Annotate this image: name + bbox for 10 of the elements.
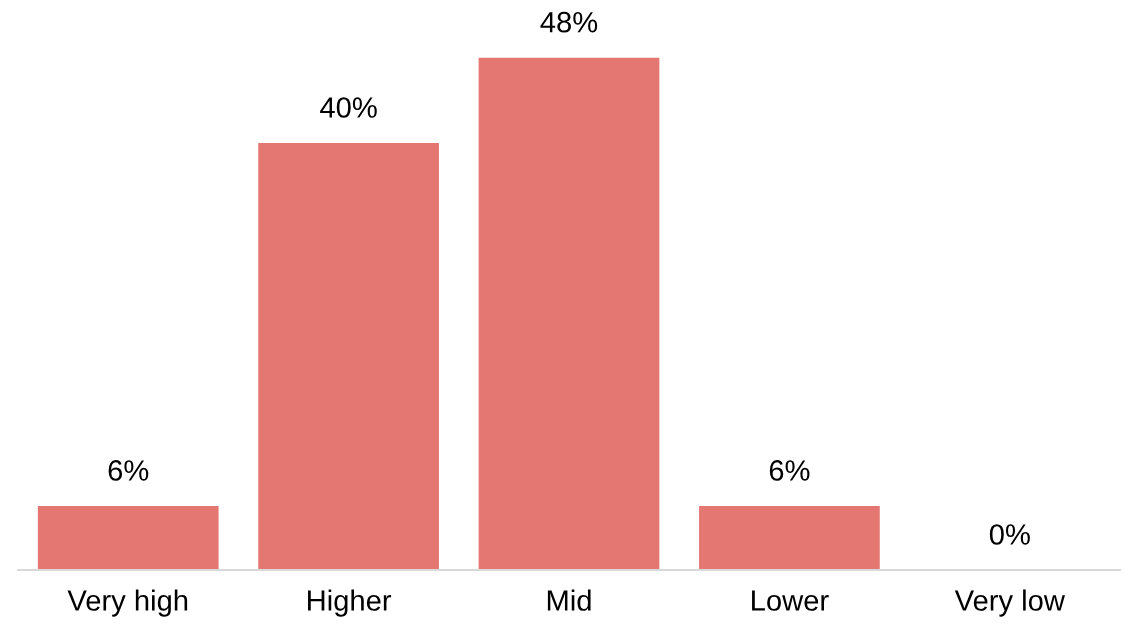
data-label: 48% (540, 11, 598, 33)
x-tick-label: Very high (67, 589, 188, 617)
data-label: 40% (320, 97, 377, 118)
data-label: 0% (989, 524, 1030, 545)
x-tick-label: Higher (308, 589, 392, 617)
x-tick-label: Mid (547, 589, 591, 611)
data-label: 6% (108, 460, 149, 481)
x-tick-label: Lower (752, 590, 829, 611)
data-label: 6% (769, 460, 810, 481)
x-tick-label: Very low (954, 589, 1065, 617)
